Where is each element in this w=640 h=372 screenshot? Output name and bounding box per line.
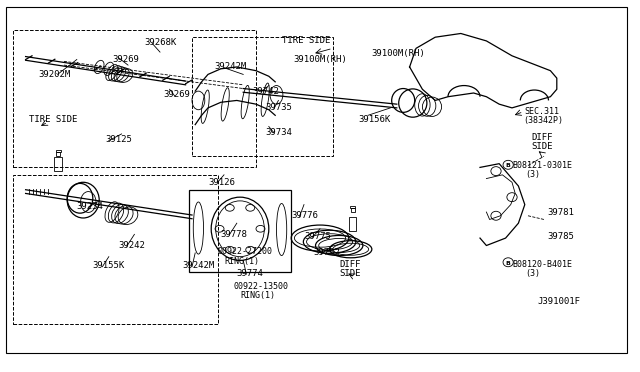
Text: B: B (506, 163, 511, 168)
Text: 39776: 39776 (291, 211, 318, 220)
Text: 39156K: 39156K (358, 115, 390, 124)
Text: 39242: 39242 (118, 241, 145, 250)
Text: 39234: 39234 (77, 202, 104, 211)
Bar (13, 175, 218, 324)
Text: 39269: 39269 (163, 90, 190, 99)
Text: J391001F: J391001F (538, 297, 580, 306)
Text: SIDE: SIDE (339, 269, 361, 278)
Text: 39268K: 39268K (144, 38, 176, 47)
Text: 39269: 39269 (112, 55, 139, 64)
Bar (54, 157, 62, 171)
Text: 39742: 39742 (253, 87, 280, 96)
Text: TIRE SIDE: TIRE SIDE (29, 115, 77, 124)
Bar (56, 152, 60, 156)
Bar (350, 206, 355, 208)
Text: B08121-0301E: B08121-0301E (512, 161, 572, 170)
Text: (38342P): (38342P) (524, 116, 564, 125)
Text: 00922-13500: 00922-13500 (234, 282, 289, 291)
Text: (3): (3) (525, 269, 540, 278)
Bar (349, 217, 356, 231)
Text: 39126: 39126 (208, 178, 235, 187)
Text: 39785: 39785 (547, 232, 574, 241)
Bar (56, 150, 61, 152)
Text: 39775: 39775 (304, 232, 331, 241)
Text: (3): (3) (525, 170, 540, 179)
Text: RING(1): RING(1) (224, 257, 259, 266)
Text: 00922-27200: 00922-27200 (218, 247, 273, 256)
Text: 39100M(RH): 39100M(RH) (293, 55, 347, 64)
Bar (192, 37, 333, 156)
Text: 39734: 39734 (266, 128, 292, 137)
Bar (13, 30, 256, 167)
Bar (189, 190, 291, 272)
Text: DIFF: DIFF (339, 260, 361, 269)
Text: DIFF: DIFF (531, 133, 553, 142)
Bar (351, 208, 355, 212)
Text: 39155K: 39155K (93, 262, 125, 270)
Text: SIDE: SIDE (531, 142, 553, 151)
Text: TIRE SIDE: TIRE SIDE (282, 36, 330, 45)
Text: 39242M: 39242M (214, 62, 246, 71)
Ellipse shape (503, 160, 513, 169)
Text: 39778: 39778 (221, 230, 248, 239)
Text: RING(1): RING(1) (240, 291, 275, 300)
Text: B: B (506, 260, 511, 266)
Text: B08120-B401E: B08120-B401E (512, 260, 572, 269)
Text: 39202M: 39202M (38, 70, 70, 79)
Text: 39774: 39774 (237, 269, 264, 278)
Text: 39125: 39125 (106, 135, 132, 144)
Text: 39781: 39781 (547, 208, 574, 217)
Ellipse shape (503, 258, 513, 267)
Text: 39100M(RH): 39100M(RH) (371, 49, 425, 58)
Text: SEC.311: SEC.311 (525, 107, 560, 116)
Text: 39752: 39752 (314, 248, 340, 257)
Text: 39735: 39735 (266, 103, 292, 112)
Text: 39242M: 39242M (182, 262, 214, 270)
